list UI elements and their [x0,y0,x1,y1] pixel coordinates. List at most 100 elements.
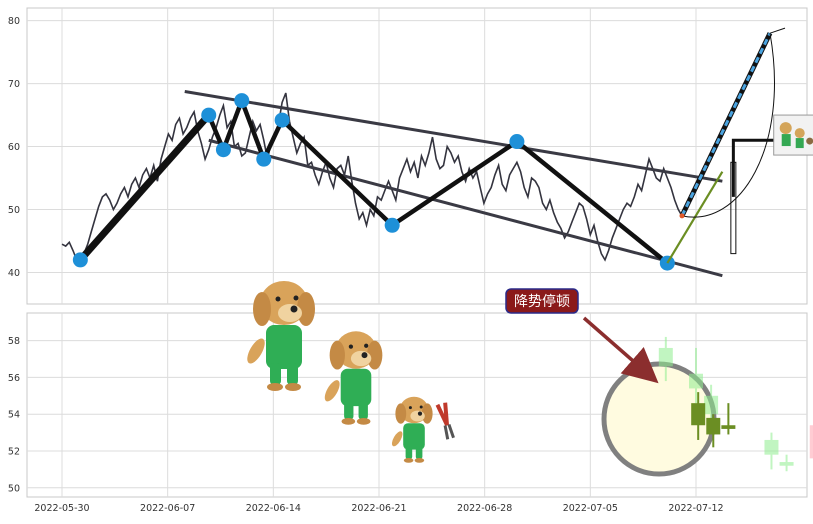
dog-paw [356,418,371,425]
pivot-point [72,252,88,268]
dog-leg [358,401,368,420]
candle [764,432,779,470]
dog-ear [395,403,407,424]
price-y-tick-label: 50 [8,205,20,216]
x-tick-label: 2022-07-05 [563,503,618,514]
candle-body [779,462,794,466]
candle [691,392,706,440]
lower-channel-line [208,138,723,278]
candle [658,336,673,382]
candle-body [809,425,813,459]
pivot-point [215,142,231,158]
x-tick-label: 2022-06-21 [351,503,406,514]
x-tick-label: 2022-06-28 [457,503,512,514]
dog-eye [348,344,354,349]
sticker-card [773,114,813,156]
dog-muzzle [278,304,302,322]
step-connector [731,138,774,197]
dog-in-overalls-icon [247,281,315,391]
dog-eye [419,405,423,409]
callout-text: 降势停顿 [514,293,570,310]
candle-body [721,425,736,429]
candle-y-tick-label: 52 [8,447,20,458]
sticker-dog-head [806,137,813,145]
dog-muzzle [350,350,372,367]
dog-arm [391,431,403,447]
price-panel: 40 50 60 70 80 [8,7,813,305]
dog-ear [297,292,315,326]
dog-leg [405,446,413,460]
price-y-tick-label: 60 [8,142,20,153]
dog-overalls [266,325,302,369]
pivot-point [384,217,400,233]
candle [706,414,721,448]
pivot-point [274,112,290,128]
sticker-dog-head [794,128,805,139]
projection-curve [681,33,775,218]
candle-y-tick-label: 54 [8,410,20,421]
x-tick-label: 2022-06-14 [246,503,301,514]
candle-body [764,439,779,455]
pivot-point [234,93,250,109]
price-y-tick-label: 40 [8,268,20,279]
dog-leg [270,363,281,385]
candle [689,347,703,404]
dog-paw [341,418,356,425]
range-box [730,161,737,255]
pliers-icon [435,402,455,440]
callout-arrow [582,316,659,384]
price-line [61,92,683,265]
candle-body [658,347,673,367]
callout-box [505,288,579,314]
pivot-point [201,107,217,123]
candle-body [689,373,703,389]
pivot-point [509,134,525,150]
candle-body [706,417,721,435]
sticker-dog-body [781,134,791,147]
pivot-point [256,151,272,167]
dog-ear [253,292,271,326]
dog-paw [403,458,414,463]
dog-ear [329,340,345,370]
x-tick-label: 2022-07-12 [668,503,723,514]
dog-nose [290,305,298,313]
candle-body [704,395,719,415]
dog-leg [344,401,354,420]
candle-y-tick-label: 58 [8,336,20,347]
candle-y-tick-label: 50 [8,483,20,494]
dog-with-pliers-icon [391,396,433,463]
x-tick-label: 2022-05-30 [34,503,89,514]
sticker-dog-body [795,138,804,149]
dog-eye [408,406,412,410]
dog-arm [324,380,340,402]
candle [721,403,736,435]
dog-eye [364,343,369,348]
candle-body [691,403,706,426]
candle-y-tick-label: 56 [8,373,20,384]
dog-sticker-icon [773,114,813,156]
projection-start-point [679,213,685,219]
overlay: 降势停顿 [247,281,659,463]
dog-leg [287,363,298,385]
pliers-handle [435,402,449,426]
dog-overalls [403,423,425,450]
dog-eye [293,295,299,301]
upper-channel-line [184,90,723,183]
dog-paw [267,383,283,391]
projection-line [680,32,772,217]
x-tick-label: 2022-06-07 [140,503,195,514]
dog-arm [247,338,265,364]
callout-label: 降势停顿 [505,288,579,314]
dog-nose [361,352,368,359]
zigzag-first-leg [77,112,212,263]
sticker-dog-head [779,122,792,135]
dog-paw [414,458,425,463]
price-y-tick-label: 70 [8,79,20,90]
price-y-tick-label: 80 [8,16,20,27]
dog-muzzle [410,410,425,422]
pliers-jaw [443,423,455,440]
dog-ear [421,403,433,424]
dog-eye [275,296,281,302]
